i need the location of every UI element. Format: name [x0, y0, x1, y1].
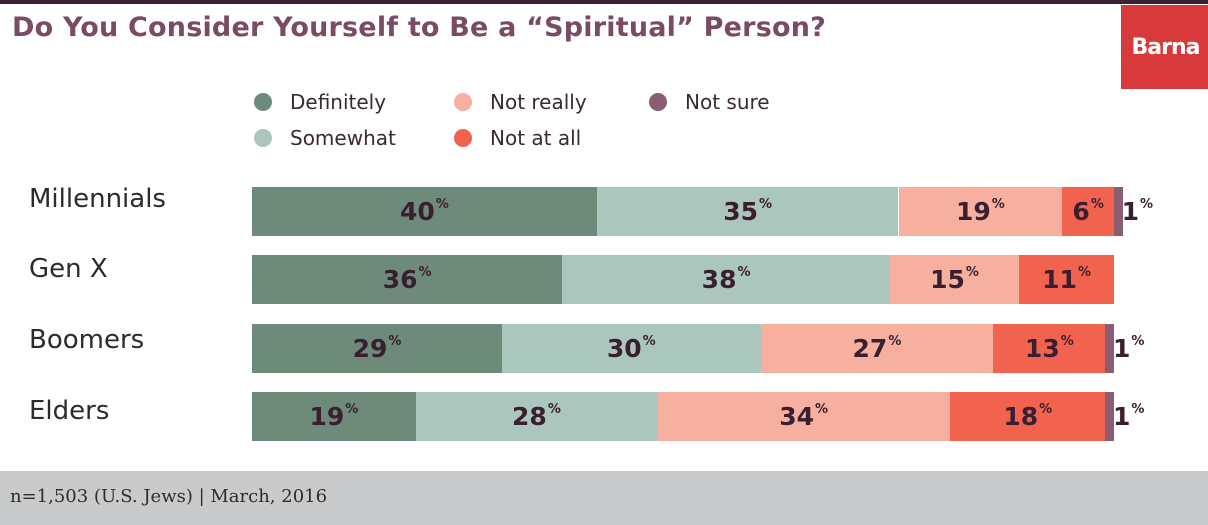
percent-sign: %: [435, 197, 449, 212]
legend-item-not-at-all: Not at all: [454, 126, 581, 150]
legend-label: Somewhat: [290, 126, 396, 150]
percent-sign: %: [1077, 265, 1091, 280]
percent-sign: %: [1140, 197, 1154, 212]
bar-segment-not-really: 34%: [657, 392, 951, 441]
bar-segment-not-at-all: 6%: [1062, 187, 1114, 236]
bar-segment-definitely: 36%: [252, 255, 563, 304]
row-label-boomers: Boomers: [29, 325, 145, 355]
percent-sign: %: [965, 265, 979, 280]
percent-sign: %: [759, 197, 773, 212]
bar-segment-not-really: 19%: [898, 187, 1063, 236]
percent-sign: %: [388, 334, 402, 349]
bar-segment-not-sure: [1105, 392, 1114, 441]
bar-segment-not-at-all: 11%: [1019, 255, 1114, 304]
data-label: 38: [701, 265, 737, 294]
data-label: 40: [399, 197, 435, 226]
bar-segment-somewhat: 35%: [596, 187, 899, 236]
top-rule: [0, 0, 1208, 4]
bar-segment-somewhat: 30%: [501, 324, 761, 373]
data-label: 19: [955, 197, 991, 226]
row-label-gen-x: Gen X: [29, 254, 108, 284]
data-label: 13: [1024, 334, 1060, 363]
legend-label: Not really: [490, 90, 587, 114]
percent-sign: %: [1131, 402, 1145, 417]
data-label: 18: [1003, 402, 1039, 431]
data-label-outside: 1%: [1113, 324, 1144, 373]
bar-segment-somewhat: 28%: [415, 392, 658, 441]
row-label-elders: Elders: [29, 396, 110, 426]
legend-swatch: [454, 129, 472, 147]
percent-sign: %: [418, 265, 432, 280]
footer: n=1,503 (U.S. Jews) | March, 2016: [0, 471, 1208, 525]
data-label: 30: [606, 334, 642, 363]
percent-sign: %: [1039, 402, 1053, 417]
legend-item-not-sure: Not sure: [649, 90, 770, 114]
data-label: 1: [1121, 197, 1140, 226]
percent-sign: %: [737, 265, 751, 280]
bar-segment-definitely: 40%: [252, 187, 597, 236]
bar-segment-not-sure: [1105, 324, 1114, 373]
percent-sign: %: [345, 402, 359, 417]
data-label: 11: [1042, 265, 1077, 294]
percent-sign: %: [991, 197, 1005, 212]
percent-sign: %: [1090, 197, 1104, 212]
percent-sign: %: [1060, 334, 1074, 349]
data-label: 19: [309, 402, 345, 431]
data-label: 1: [1113, 334, 1131, 363]
bar-segment-not-really: 15%: [889, 255, 1020, 304]
bar-segment-definitely: 29%: [252, 324, 502, 373]
legend-item-not-really: Not really: [454, 90, 587, 114]
chart-title: Do You Consider Yourself to Be a “Spirit…: [12, 12, 826, 43]
data-label: 36: [382, 265, 418, 294]
row-label-millennials: Millennials: [29, 184, 166, 214]
bar-segment-not-at-all: 18%: [950, 392, 1106, 441]
data-label: 6: [1072, 197, 1090, 226]
legend-label: Not at all: [490, 126, 582, 150]
data-label: 1: [1113, 402, 1131, 431]
percent-sign: %: [815, 402, 829, 417]
percent-sign: %: [888, 334, 902, 349]
legend-label: Definitely: [290, 90, 387, 114]
data-label-outside: 1%: [1122, 187, 1153, 236]
percent-sign: %: [642, 334, 656, 349]
data-label: 28: [512, 402, 547, 431]
percent-sign: %: [1131, 334, 1145, 349]
barna-logo: Barna: [1121, 5, 1208, 89]
percent-sign: %: [547, 402, 561, 417]
legend-swatch: [254, 93, 272, 111]
legend-label: Not sure: [685, 90, 770, 114]
sample-note: n=1,503 (U.S. Jews) | March, 2016: [10, 486, 328, 507]
legend-item-somewhat: Somewhat: [254, 126, 396, 150]
data-label-outside: 1%: [1113, 392, 1144, 441]
bar-segment-definitely: 19%: [252, 392, 416, 441]
data-label: 29: [352, 334, 388, 363]
legend-swatch: [649, 93, 667, 111]
data-label: 27: [852, 334, 888, 363]
bar-segment-not-really: 27%: [760, 324, 994, 373]
data-label: 34: [779, 402, 815, 431]
legend-swatch: [454, 93, 472, 111]
logo-text: Barna: [1131, 34, 1201, 60]
legend-item-definitely: Definitely: [254, 90, 386, 114]
bar-segment-not-at-all: 13%: [993, 324, 1106, 373]
bar-segment-not-sure: [1114, 187, 1123, 236]
data-label: 35: [723, 197, 759, 226]
data-label: 15: [930, 265, 965, 294]
legend-swatch: [254, 129, 272, 147]
bar-segment-somewhat: 38%: [562, 255, 890, 304]
